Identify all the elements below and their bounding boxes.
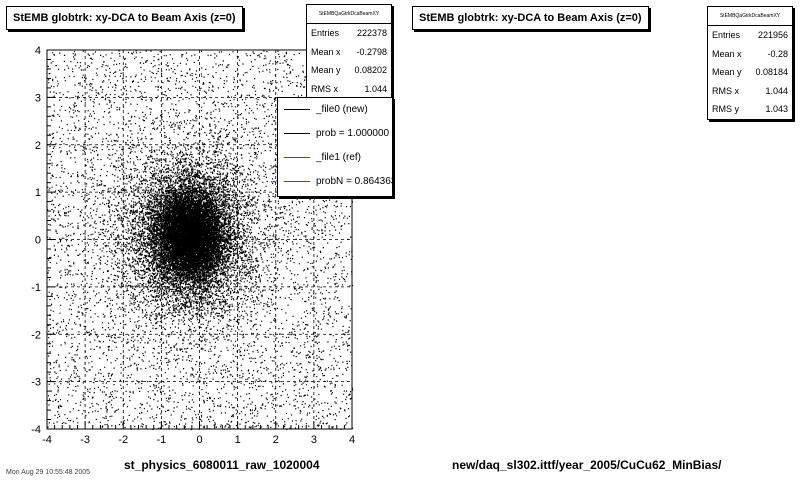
y-tick-label: 4 bbox=[35, 45, 41, 57]
legend-entry: _file1 (ref) bbox=[278, 146, 392, 170]
left-stats-row: RMS x 1.044 bbox=[311, 83, 387, 94]
right-stats-box: StEMBQaGtrkDcaBeamXY Entries 221956 Mean … bbox=[707, 6, 793, 120]
left-grid bbox=[47, 50, 352, 429]
x-tick-label: 0 bbox=[196, 434, 202, 446]
left-axes: -4 -3 -2 -1 0 1 2 3 4 -4 -3 -2 -1 0 1 2 3 4 bbox=[31, 45, 355, 446]
left-stats-row: Mean y 0.08202 bbox=[311, 65, 387, 76]
x-tick-label: 3 bbox=[311, 434, 317, 446]
right-stats-name: StEMBQaGtrkDcaBeamXY bbox=[708, 7, 792, 26]
x-tick-label: 1 bbox=[235, 434, 241, 446]
y-tick-label: -3 bbox=[31, 377, 41, 389]
left-x-axis-label: st_physics_6080011_raw_1020004 bbox=[124, 458, 320, 472]
left-legend: _file0 (new) prob = 1.000000 _file1 (ref… bbox=[277, 97, 393, 197]
legend-line bbox=[284, 109, 310, 110]
legend-line bbox=[284, 157, 310, 158]
x-tick-label: -1 bbox=[156, 434, 166, 446]
legend-entry: prob = 1.000000 bbox=[278, 122, 392, 146]
x-tick-label: 2 bbox=[273, 434, 279, 446]
y-tick-label: 2 bbox=[35, 140, 41, 152]
y-tick-label: -2 bbox=[31, 329, 41, 341]
left-pad: -4 -3 -2 -1 0 1 2 3 4 -4 -3 -2 -1 0 1 2 3 4 StEMB globtrk… bbox=[6, 4, 393, 472]
right-stats-row: Mean y 0.08184 bbox=[712, 67, 788, 78]
legend-entry: _file0 (new) bbox=[278, 98, 392, 122]
y-tick-label: -1 bbox=[31, 282, 41, 294]
y-tick-label: 3 bbox=[35, 92, 41, 104]
left-scatter-plot: -4 -3 -2 -1 0 1 2 3 4 -4 -3 -2 -1 0 1 2 3 4 bbox=[31, 45, 355, 446]
left-stats-row: Entries 222378 bbox=[311, 28, 387, 38]
right-stats-row: RMS x 1.044 bbox=[712, 85, 788, 96]
left-stats-name: StEMBQaGtrkDcaBeamXY bbox=[307, 5, 391, 24]
x-tick-label: 4 bbox=[349, 434, 355, 446]
left-stats-row: Mean x -0.2798 bbox=[311, 46, 387, 57]
right-stats-row: Mean x -0.28 bbox=[712, 48, 788, 59]
footer-timestamp: Mon Aug 29 10:55:48 2005 bbox=[6, 469, 91, 476]
x-tick-label: -4 bbox=[42, 434, 52, 446]
y-tick-label: 1 bbox=[35, 187, 41, 199]
right-plot-title: StEMB globtrk: xy-DCA to Beam Axis (z=0) bbox=[412, 6, 649, 30]
left-plot-title: StEMB globtrk: xy-DCA to Beam Axis (z=0) bbox=[6, 6, 243, 30]
x-tick-label: -2 bbox=[118, 434, 128, 446]
y-tick-label: -4 bbox=[31, 424, 41, 436]
legend-entry: probN = 0.864363 bbox=[278, 170, 392, 194]
y-tick-label: 0 bbox=[35, 235, 41, 247]
legend-line bbox=[284, 133, 310, 134]
left-stats-box: StEMBQaGtrkDcaBeamXY Entries 222378 Mean … bbox=[306, 4, 392, 100]
legend-line bbox=[284, 181, 310, 182]
right-stats-row: RMS y 1.043 bbox=[712, 104, 788, 115]
x-tick-label: -3 bbox=[80, 434, 90, 446]
right-x-axis-label: new/daq_sl302.ittf/year_2005/CuCu62_MinB… bbox=[452, 458, 722, 472]
right-stats-row: Entries 221956 bbox=[712, 30, 788, 40]
